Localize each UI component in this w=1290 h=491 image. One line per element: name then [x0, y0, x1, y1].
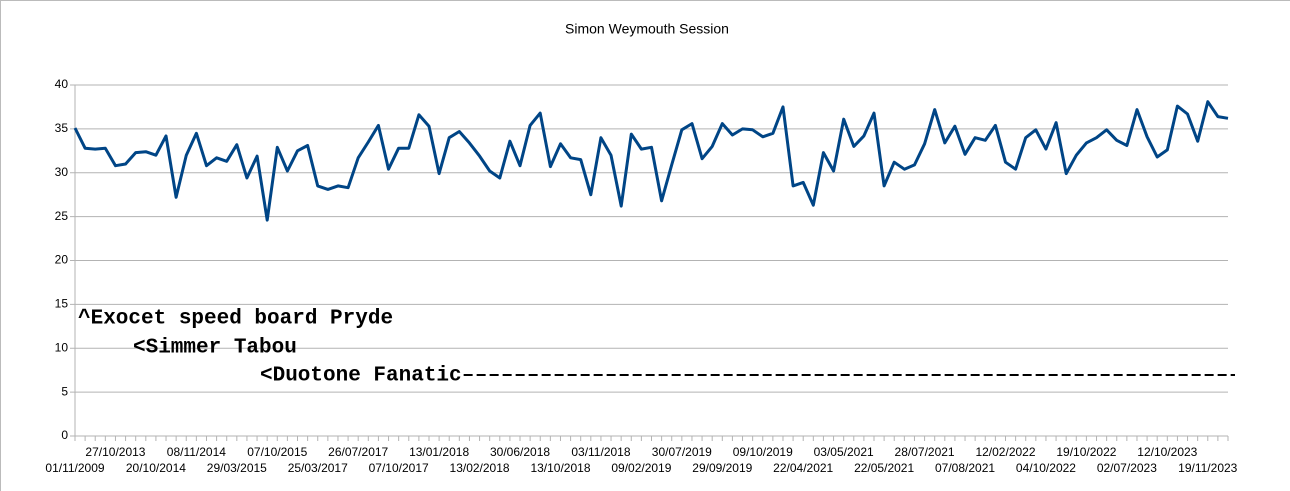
x-tick-label: 07/08/2021: [935, 461, 995, 475]
x-tick-label: 22/05/2021: [854, 461, 914, 475]
y-tick-label: 30: [55, 165, 69, 179]
x-tick-label: 20/10/2014: [126, 461, 186, 475]
x-tick-label: 26/07/2017: [328, 445, 388, 459]
x-tick-label: 25/03/2017: [288, 461, 348, 475]
y-tick-label: 25: [55, 209, 69, 223]
x-tick-label: 03/05/2021: [814, 445, 874, 459]
y-tick-label: 15: [55, 297, 69, 311]
x-tick-label: 28/07/2021: [895, 445, 955, 459]
x-tick-label: 07/10/2015: [247, 445, 307, 459]
x-tick-label: 27/10/2013: [85, 445, 145, 459]
x-tick-label: 30/07/2019: [652, 445, 712, 459]
x-tick-label: 22/04/2021: [773, 461, 833, 475]
plot: [73, 100, 1229, 222]
annotation: <Duotone Fanatic: [260, 365, 462, 388]
x-tick-label: 13/02/2018: [450, 461, 510, 475]
annotation: <Simmer Tabou: [133, 337, 297, 360]
x-tick-label: 07/10/2017: [369, 461, 429, 475]
grid: 0 5 10 15 20 25 30 35 40 01/11/2009 27/10/2013 20/1…: [45, 77, 1237, 475]
x-tick-label: 04/10/2022: [1016, 461, 1076, 475]
annotation: ^Exocet speed board Pryde: [78, 308, 393, 331]
x-tick-label: 03/11/2018: [571, 445, 630, 459]
x-tick-label: 30/06/2018: [490, 445, 550, 459]
x-tick-label: 12/10/2023: [1137, 445, 1197, 459]
y-tick-label: 35: [55, 121, 69, 135]
y-tick-label: 10: [55, 340, 69, 354]
y-tick-label: 0: [61, 428, 68, 442]
x-tick-label: 02/07/2023: [1097, 461, 1157, 475]
x-tick-label: 01/11/2009: [45, 461, 104, 475]
x-tick-label: 19/10/2022: [1056, 445, 1116, 459]
x-tick-label: 29/09/2019: [692, 461, 752, 475]
x-tick-label: 09/02/2019: [611, 461, 671, 475]
x-tick-label: 19/11/2023: [1178, 461, 1237, 475]
x-tick-label: 12/02/2022: [975, 445, 1035, 459]
x-tick-label: 13/01/2018: [409, 445, 469, 459]
y-tick-label: 5: [61, 384, 68, 398]
chart-title: Simon Weymouth Session: [565, 21, 729, 37]
x-tick-label: 09/10/2019: [733, 445, 793, 459]
x-tick-label: 08/11/2014: [167, 445, 226, 459]
x-tick-label: 29/03/2015: [207, 461, 267, 475]
x-tick-label: 13/10/2018: [530, 461, 590, 475]
y-tick-label: 40: [55, 77, 69, 91]
y-tick-label: 20: [55, 253, 69, 267]
data-line: [73, 100, 1229, 222]
